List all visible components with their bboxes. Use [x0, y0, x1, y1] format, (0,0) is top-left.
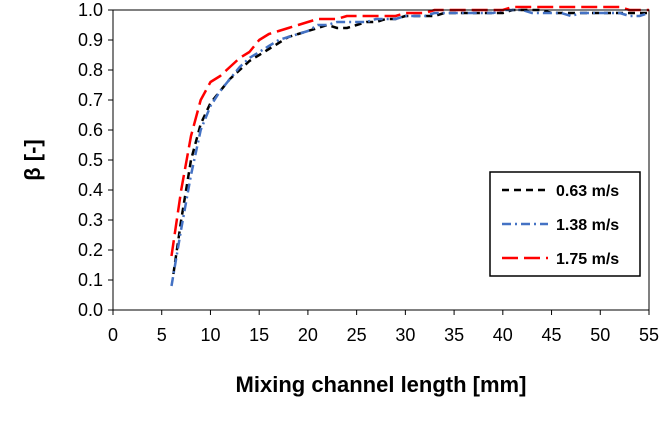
y-tick-label: 0.1 — [78, 270, 103, 290]
series-line-2 — [170, 8, 650, 287]
x-tick-label: 40 — [493, 325, 513, 345]
series-layer — [170, 5, 650, 287]
x-tick-label: 5 — [157, 325, 167, 345]
x-axis-title: Mixing channel length [mm] — [236, 372, 527, 397]
y-tick-label: 0.9 — [78, 30, 103, 50]
x-tick-label: 35 — [444, 325, 464, 345]
y-tick-label: 0.0 — [78, 300, 103, 320]
x-tick-label: 10 — [200, 325, 220, 345]
y-tick-label: 0.2 — [78, 240, 103, 260]
y-tick-label: 0.7 — [78, 90, 103, 110]
y-axis-title: β [-] — [20, 139, 45, 181]
x-axis: 0 5 10 15 20 25 30 35 40 45 50 55 — [108, 310, 659, 345]
x-tick-label: 50 — [590, 325, 610, 345]
series-line-3 — [170, 5, 649, 257]
y-tick-label: 0.6 — [78, 120, 103, 140]
x-tick-label: 15 — [249, 325, 269, 345]
y-tick-label: 0.3 — [78, 210, 103, 230]
x-tick-label: 20 — [298, 325, 318, 345]
x-tick-label: 0 — [108, 325, 118, 345]
y-tick-label: 0.5 — [78, 150, 103, 170]
y-tick-label: 0.8 — [78, 60, 103, 80]
legend-label-1: 0.63 m/s — [556, 183, 619, 200]
legend-label-2: 1.38 m/s — [556, 217, 619, 234]
x-tick-label: 30 — [395, 325, 415, 345]
y-axis: 0.0 0.1 0.2 0.3 0.4 0.5 0.6 0.7 0.8 0.9 1.0 — [78, 0, 113, 320]
x-tick-label: 55 — [639, 325, 659, 345]
legend: 0.63 m/s 1.38 m/s 1.75 m/s — [489, 171, 641, 277]
series-line-1 — [172, 8, 649, 275]
legend-label-3: 1.75 m/s — [556, 251, 619, 268]
y-tick-label: 1.0 — [78, 0, 103, 20]
y-tick-label: 0.4 — [78, 180, 103, 200]
x-tick-label: 45 — [542, 325, 562, 345]
x-tick-label: 25 — [347, 325, 367, 345]
plot-frame — [112, 9, 650, 311]
